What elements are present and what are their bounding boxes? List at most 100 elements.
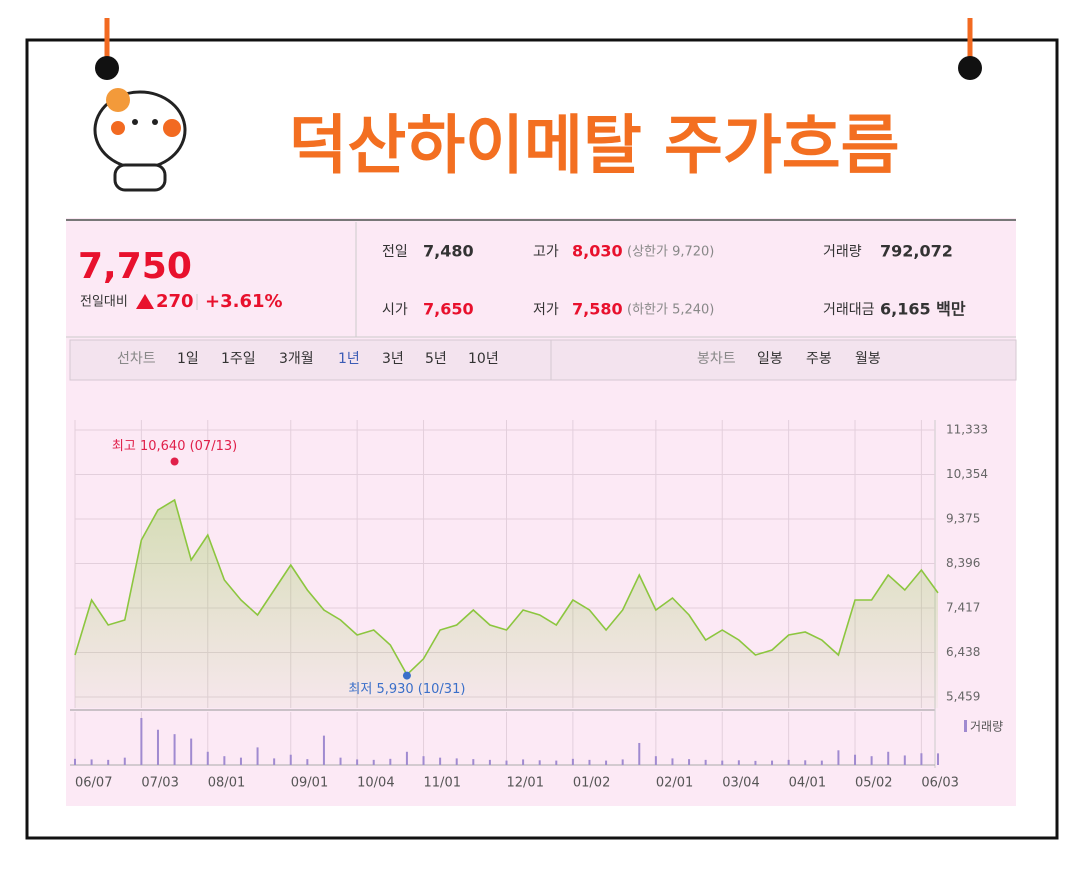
tab[interactable]: 1주일 (221, 351, 256, 367)
volume-bar (239, 757, 242, 765)
volume-bar (356, 759, 359, 765)
volume-bar (654, 756, 657, 765)
tab[interactable]: 3년 (382, 351, 404, 367)
stat-label: 저가 (533, 302, 559, 318)
volume-bar (190, 738, 193, 765)
tab[interactable]: 일봉 (757, 351, 783, 367)
volume-bar (688, 759, 691, 765)
volume-bar (256, 747, 259, 765)
volume-bar (488, 759, 491, 765)
volume-bar (837, 750, 840, 765)
volume-bar (389, 758, 392, 765)
annotation-dot (402, 671, 411, 680)
stat-value: 792,072 (880, 242, 953, 261)
volume-bar (439, 757, 442, 765)
x-tick-label: 02/01 (656, 776, 693, 791)
x-tick-label: 05/02 (855, 776, 892, 791)
tab-group-label: 봉차트 (697, 351, 736, 367)
volume-bar (754, 760, 757, 765)
stat-value: 8,030 (572, 242, 623, 261)
y-tick-label: 9,375 (946, 512, 980, 526)
x-tick-label: 07/03 (141, 776, 178, 791)
volume-bar (820, 760, 823, 765)
y-tick-label: 11,333 (946, 423, 988, 437)
volume-bar (721, 760, 724, 765)
pin-head (95, 56, 119, 80)
volume-bar (223, 756, 226, 765)
x-tick-label: 03/04 (722, 776, 759, 791)
tab[interactable]: 5년 (425, 351, 447, 367)
volume-bar (571, 758, 574, 765)
tab[interactable]: 월봉 (855, 351, 881, 367)
tab[interactable]: 1일 (177, 351, 199, 367)
price-line (74, 498, 939, 676)
volume-bar (737, 760, 740, 765)
annotation: 최고 10,640 (07/13) (112, 439, 237, 454)
tab[interactable]: 3개월 (279, 351, 314, 367)
y-tick-label: 5,459 (946, 690, 980, 704)
annotation: 최저 5,930 (10/31) (348, 682, 465, 697)
volume-bar (306, 759, 309, 765)
tab-group-label: 선차트 (117, 351, 156, 367)
x-tick-label: 08/01 (208, 776, 245, 791)
volume-bar (422, 756, 425, 765)
stat-label: 거래량 (823, 244, 862, 260)
stat-value: 7,480 (423, 242, 474, 261)
tab-bar (69, 339, 1017, 381)
y-tick-label: 10,354 (946, 467, 988, 481)
stat-label: 고가 (533, 244, 559, 260)
change-pct: +3.61% (205, 291, 283, 312)
volume-bar (123, 757, 126, 765)
volume-bar (339, 757, 342, 765)
stat-value: 6,165 백만 (880, 300, 966, 319)
stat-extra: (하한가 5,240) (627, 303, 714, 318)
volume-bar (273, 758, 276, 765)
volume-bar (937, 753, 939, 765)
tab[interactable]: 1년 (338, 351, 360, 367)
stat-extra: (상한가 9,720) (627, 245, 714, 260)
stat-label: 시가 (382, 302, 408, 318)
y-tick-label: 7,417 (946, 601, 980, 615)
x-tick-label: 11/01 (424, 776, 461, 791)
volume-bar (671, 758, 674, 765)
x-tick-label: 01/02 (573, 776, 610, 791)
up-icon (136, 294, 154, 309)
legend-swatch (964, 720, 967, 732)
y-tick-label: 6,438 (946, 645, 980, 659)
volume-bar (522, 759, 525, 765)
x-tick-label: 09/01 (291, 776, 328, 791)
x-tick-label: 04/01 (789, 776, 826, 791)
volume-bar (505, 760, 508, 765)
tab[interactable]: 주봉 (806, 351, 832, 367)
price: 7,750 (78, 246, 192, 287)
volume-bar (322, 735, 325, 765)
legend-label: 거래량 (970, 720, 1003, 734)
volume-bar (621, 759, 624, 765)
volume-bar (605, 760, 608, 765)
stat-label: 거래대금 (823, 302, 875, 318)
volume-bar (372, 759, 375, 765)
volume-bar (90, 759, 93, 765)
x-tick-label: 12/01 (507, 776, 544, 791)
x-tick-label: 10/04 (357, 776, 394, 791)
volume-bar (555, 760, 558, 765)
stat-value: 7,650 (423, 300, 474, 319)
volume-bar (887, 751, 890, 765)
volume-bar (920, 753, 923, 765)
volume-bar (455, 758, 458, 765)
change: 270 (156, 291, 194, 312)
volume-bar (870, 756, 873, 765)
y-tick-label: 8,396 (946, 556, 980, 570)
mascot (93, 88, 187, 192)
tab[interactable]: 10년 (468, 351, 499, 367)
change-label: 전일대비 (80, 295, 128, 310)
volume-bar (638, 742, 641, 765)
volume-bar (472, 759, 475, 765)
pin-head (958, 56, 982, 80)
x-tick-label: 06/07 (75, 776, 112, 791)
stat-label: 전일 (382, 244, 408, 260)
volume-bar (804, 760, 807, 765)
x-tick-label: 06/03 (921, 776, 958, 791)
area-fill (75, 500, 938, 708)
